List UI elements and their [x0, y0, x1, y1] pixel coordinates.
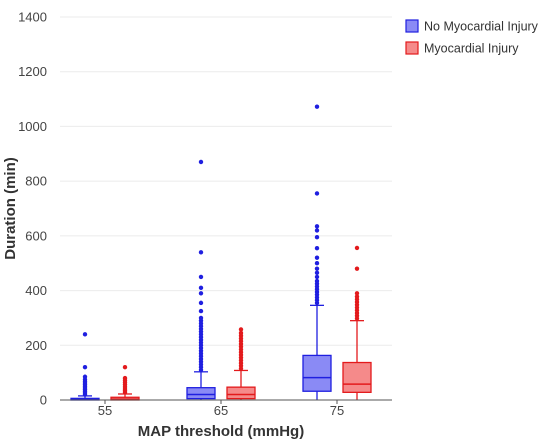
- legend-label: No Myocardial Injury: [424, 20, 539, 34]
- outlier-point: [198, 308, 204, 314]
- box-myocardial-injury-65: [226, 327, 256, 400]
- outlier-point: [314, 255, 320, 260]
- x-axis-ticks: 55 65 75: [98, 400, 344, 418]
- y-tick-label: 400: [25, 283, 47, 298]
- outlier-point: [354, 245, 360, 251]
- outlier-point: [314, 224, 320, 229]
- box-no-myocardial-injury-55: [70, 332, 100, 401]
- outlier-point: [82, 374, 88, 379]
- y-tick-label: 600: [25, 228, 47, 243]
- outlier-point: [198, 274, 204, 280]
- outlier-point: [314, 235, 320, 240]
- x-tick-label: 75: [330, 403, 344, 418]
- outlier-point: [314, 191, 320, 196]
- box-myocardial-injury-75: [342, 245, 372, 400]
- outlier-point: [198, 291, 204, 296]
- y-tick-label: 800: [25, 174, 47, 189]
- outlier-point: [314, 228, 320, 233]
- x-axis-title: MAP threshold (mmHg): [138, 423, 304, 440]
- legend: No Myocardial Injury Myocardial Injury: [405, 19, 539, 56]
- outlier-point: [238, 330, 244, 336]
- outlier-point: [198, 285, 204, 291]
- outlier-point: [314, 270, 320, 275]
- y-tick-label: 0: [40, 393, 47, 408]
- outlier-point: [198, 159, 204, 165]
- legend-swatch: [405, 41, 419, 55]
- outlier-point: [122, 364, 128, 370]
- outlier-point: [354, 291, 360, 296]
- box-body: [186, 387, 216, 400]
- box-no-myocardial-injury-75: [302, 104, 332, 400]
- y-axis-ticks: 0 200 400 600 800 1000 1200 1400: [18, 10, 47, 408]
- y-axis-title: Duration (min): [2, 157, 19, 260]
- outlier-point: [354, 266, 360, 271]
- outlier-point: [238, 327, 244, 332]
- box-no-myocardial-injury-65: [186, 159, 216, 400]
- x-tick-label: 65: [214, 403, 228, 418]
- outlier-point: [314, 266, 320, 271]
- y-tick-label: 1200: [18, 64, 47, 79]
- y-tick-label: 200: [25, 338, 47, 353]
- outlier-point: [314, 274, 320, 280]
- outlier-point: [198, 300, 204, 306]
- outlier-point: [314, 261, 320, 266]
- box-series: [70, 104, 372, 401]
- legend-label: Myocardial Injury: [424, 42, 519, 56]
- box-myocardial-injury-55: [110, 364, 140, 401]
- box-body: [342, 361, 372, 393]
- outlier-point: [314, 104, 320, 109]
- gridlines: [60, 16, 392, 401]
- outlier-point: [82, 364, 88, 370]
- y-tick-label: 1000: [18, 119, 47, 134]
- outlier-point: [314, 278, 320, 284]
- outlier-point: [198, 250, 204, 255]
- box-body: [302, 354, 332, 392]
- legend-swatch: [405, 19, 419, 33]
- box-body: [226, 386, 256, 400]
- outlier-point: [314, 245, 320, 251]
- y-tick-label: 1400: [18, 10, 47, 25]
- x-tick-label: 55: [98, 403, 112, 418]
- outlier-point: [198, 315, 204, 321]
- outlier-point: [122, 375, 128, 381]
- outlier-point: [354, 294, 360, 299]
- outlier-point: [82, 332, 88, 337]
